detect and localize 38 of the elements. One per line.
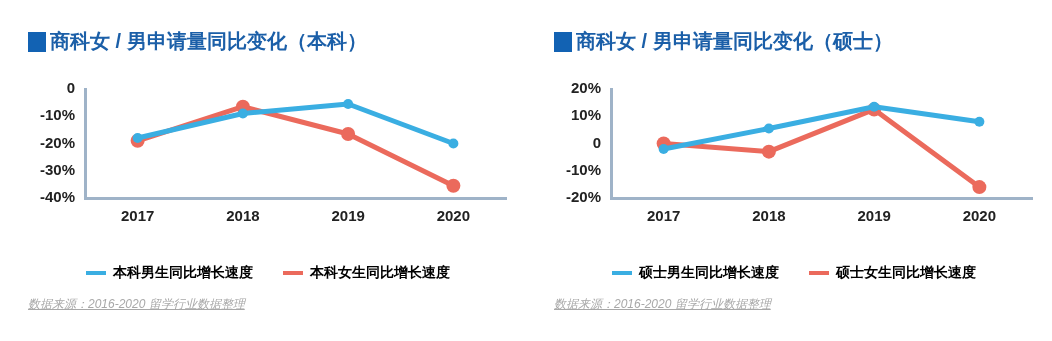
y-tick-label: -40% — [39, 188, 76, 206]
y-tick-label: -10% — [39, 106, 76, 124]
legend-label: 硕士女生同比增长速度 — [835, 263, 976, 280]
y-tick-label: -20% — [39, 133, 76, 151]
point — [763, 123, 774, 134]
x-tick-label: 2017 — [120, 207, 155, 225]
x-tick-label: 2019 — [857, 207, 891, 225]
y-tick-label: 20% — [570, 79, 602, 97]
point — [237, 108, 248, 119]
point — [343, 98, 354, 109]
point — [972, 180, 987, 195]
x-tick-label: 2019 — [331, 207, 365, 225]
x-tick-label: 2018 — [226, 207, 260, 225]
legend-label: 本科女生同比增长速度 — [309, 263, 450, 280]
y-tick-label: -10% — [565, 160, 602, 178]
x-tick-label: 2020 — [436, 207, 471, 225]
chart-title: 商科女 / 男申请量同比变化（本科） — [50, 29, 367, 54]
point — [446, 178, 461, 193]
legend-label: 硕士男生同比增长速度 — [638, 263, 779, 280]
y-tick-label: -20% — [565, 188, 602, 206]
y-tick-label: 0 — [592, 133, 602, 151]
y-tick-label: 10% — [570, 106, 602, 124]
x-tick-label: 2018 — [752, 207, 786, 225]
source-note: 数据来源：2016-2020 留学行业数据整理 — [554, 296, 771, 313]
y-tick-label: -30% — [39, 160, 76, 178]
point — [341, 126, 356, 141]
point — [869, 101, 880, 112]
legend-label: 本科男生同比增长速度 — [112, 263, 253, 280]
point — [448, 138, 459, 149]
source-note: 数据来源：2016-2020 留学行业数据整理 — [28, 296, 245, 313]
x-tick-label: 2017 — [646, 207, 681, 225]
y-tick-label: 0 — [66, 79, 76, 97]
point — [974, 116, 985, 127]
point — [658, 143, 669, 154]
point — [761, 144, 776, 159]
chart-title: 商科女 / 男申请量同比变化（硕士） — [576, 29, 893, 54]
point — [132, 133, 143, 144]
x-tick-label: 2020 — [962, 207, 997, 225]
